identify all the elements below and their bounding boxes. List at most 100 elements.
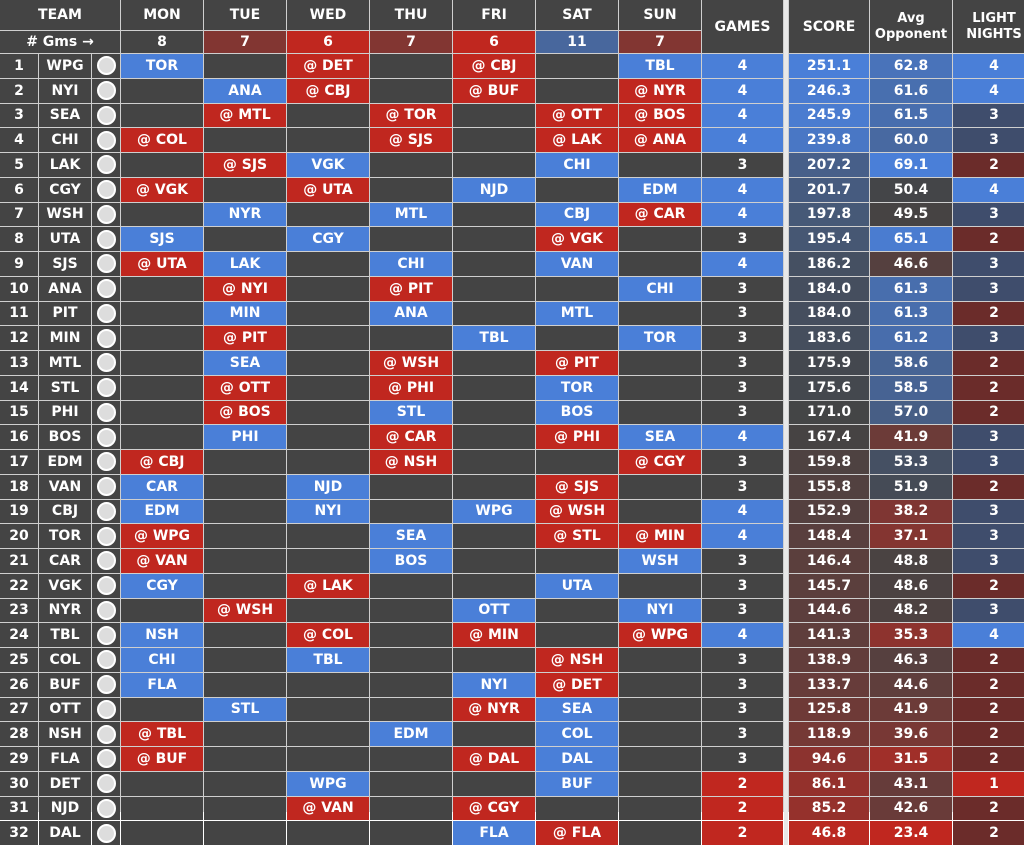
team-rank: 1	[0, 54, 38, 78]
team-logo-icon	[96, 526, 116, 546]
team-abbr: BOS	[39, 425, 91, 449]
away-game-cell: @ SJS	[370, 128, 452, 152]
home-game-cell: CHI	[370, 252, 452, 276]
empty-day-cell	[619, 747, 701, 771]
team-abbr: PIT	[39, 301, 91, 326]
home-game-cell: TBL	[619, 54, 701, 78]
team-logo-icon	[96, 650, 116, 670]
avg-opponent-value: 44.6	[870, 672, 952, 697]
score-value: 197.8	[789, 202, 869, 227]
games-count: 3	[702, 474, 783, 499]
header-day-mon: MON	[121, 0, 203, 30]
day-game-count: 11	[536, 31, 618, 53]
games-count: 4	[702, 54, 783, 78]
away-game-cell: @ VGK	[536, 227, 618, 251]
team-rank: 3	[0, 103, 38, 128]
empty-day-cell	[204, 747, 286, 771]
avg-opponent-value: 62.8	[870, 54, 952, 78]
away-game-cell: @ SJS	[536, 474, 618, 499]
games-count: 2	[702, 796, 783, 821]
games-count: 4	[702, 177, 783, 202]
avg-opponent-value: 58.6	[870, 351, 952, 375]
team-logo-cell	[92, 153, 120, 177]
team-logo-cell	[92, 301, 120, 326]
team-logo-cell	[92, 747, 120, 771]
empty-day-cell	[287, 276, 369, 301]
avg-opponent-value: 61.3	[870, 301, 952, 326]
team-rank: 7	[0, 202, 38, 227]
team-rank: 11	[0, 301, 38, 326]
light-nights-value: 2	[953, 672, 1024, 697]
games-count: 3	[702, 549, 783, 573]
empty-day-cell	[121, 425, 203, 449]
team-logo-cell	[92, 326, 120, 350]
empty-day-cell	[453, 227, 535, 251]
team-abbr: NYI	[39, 78, 91, 103]
home-game-cell: DAL	[536, 747, 618, 771]
away-game-cell: @ LAK	[287, 573, 369, 598]
empty-day-cell	[619, 672, 701, 697]
light-nights-value: 3	[953, 202, 1024, 227]
score-value: 152.9	[789, 499, 869, 524]
team-logo-icon	[96, 823, 116, 843]
home-game-cell: CGY	[287, 227, 369, 251]
team-rank: 6	[0, 177, 38, 202]
empty-day-cell	[204, 623, 286, 647]
light-nights-value: 2	[953, 821, 1024, 845]
home-game-cell: STL	[204, 697, 286, 722]
games-count: 3	[702, 573, 783, 598]
team-abbr: SJS	[39, 252, 91, 276]
team-logo-icon	[96, 56, 116, 76]
avg-opponent-value: 53.3	[870, 450, 952, 474]
away-game-cell: @ CBJ	[287, 78, 369, 103]
team-logo-icon	[96, 675, 116, 695]
empty-day-cell	[453, 351, 535, 375]
score-value: 133.7	[789, 672, 869, 697]
away-game-cell: @ TOR	[370, 103, 452, 128]
games-count: 4	[702, 499, 783, 524]
empty-day-cell	[370, 326, 452, 350]
empty-day-cell	[287, 425, 369, 449]
home-game-cell: NYI	[453, 672, 535, 697]
team-logo-icon	[96, 130, 116, 150]
empty-day-cell	[204, 771, 286, 796]
score-value: 251.1	[789, 54, 869, 78]
avg-opponent-value: 49.5	[870, 202, 952, 227]
avg-opponent-value: 51.9	[870, 474, 952, 499]
games-count: 4	[702, 425, 783, 449]
day-game-count: 7	[370, 31, 452, 53]
team-rank: 18	[0, 474, 38, 499]
home-game-cell: EDM	[121, 499, 203, 524]
team-rank: 22	[0, 573, 38, 598]
light-nights-value: 2	[953, 573, 1024, 598]
away-game-cell: @ DET	[536, 672, 618, 697]
empty-day-cell	[453, 103, 535, 128]
score-value: 186.2	[789, 252, 869, 276]
games-count: 3	[702, 227, 783, 251]
home-game-cell: SEA	[619, 425, 701, 449]
light-nights-value: 4	[953, 54, 1024, 78]
light-nights-value: 2	[953, 400, 1024, 425]
team-logo-cell	[92, 499, 120, 524]
team-logo-icon	[96, 254, 116, 274]
away-game-cell: @ UTA	[287, 177, 369, 202]
empty-day-cell	[370, 771, 452, 796]
empty-day-cell	[536, 598, 618, 623]
team-rank: 14	[0, 375, 38, 400]
header-day-thu: THU	[370, 0, 452, 30]
team-logo-icon	[96, 303, 116, 323]
score-value: 145.7	[789, 573, 869, 598]
empty-day-cell	[619, 821, 701, 845]
empty-day-cell	[536, 326, 618, 350]
score-value: 148.4	[789, 524, 869, 548]
avg-opponent-value: 41.9	[870, 425, 952, 449]
home-game-cell: FLA	[453, 821, 535, 845]
team-logo-icon	[96, 155, 116, 175]
empty-day-cell	[121, 103, 203, 128]
light-nights-value: 3	[953, 128, 1024, 152]
home-game-cell: TOR	[619, 326, 701, 350]
empty-day-cell	[453, 128, 535, 152]
games-count: 4	[702, 202, 783, 227]
home-game-cell: TBL	[287, 648, 369, 672]
home-game-cell: CAR	[121, 474, 203, 499]
